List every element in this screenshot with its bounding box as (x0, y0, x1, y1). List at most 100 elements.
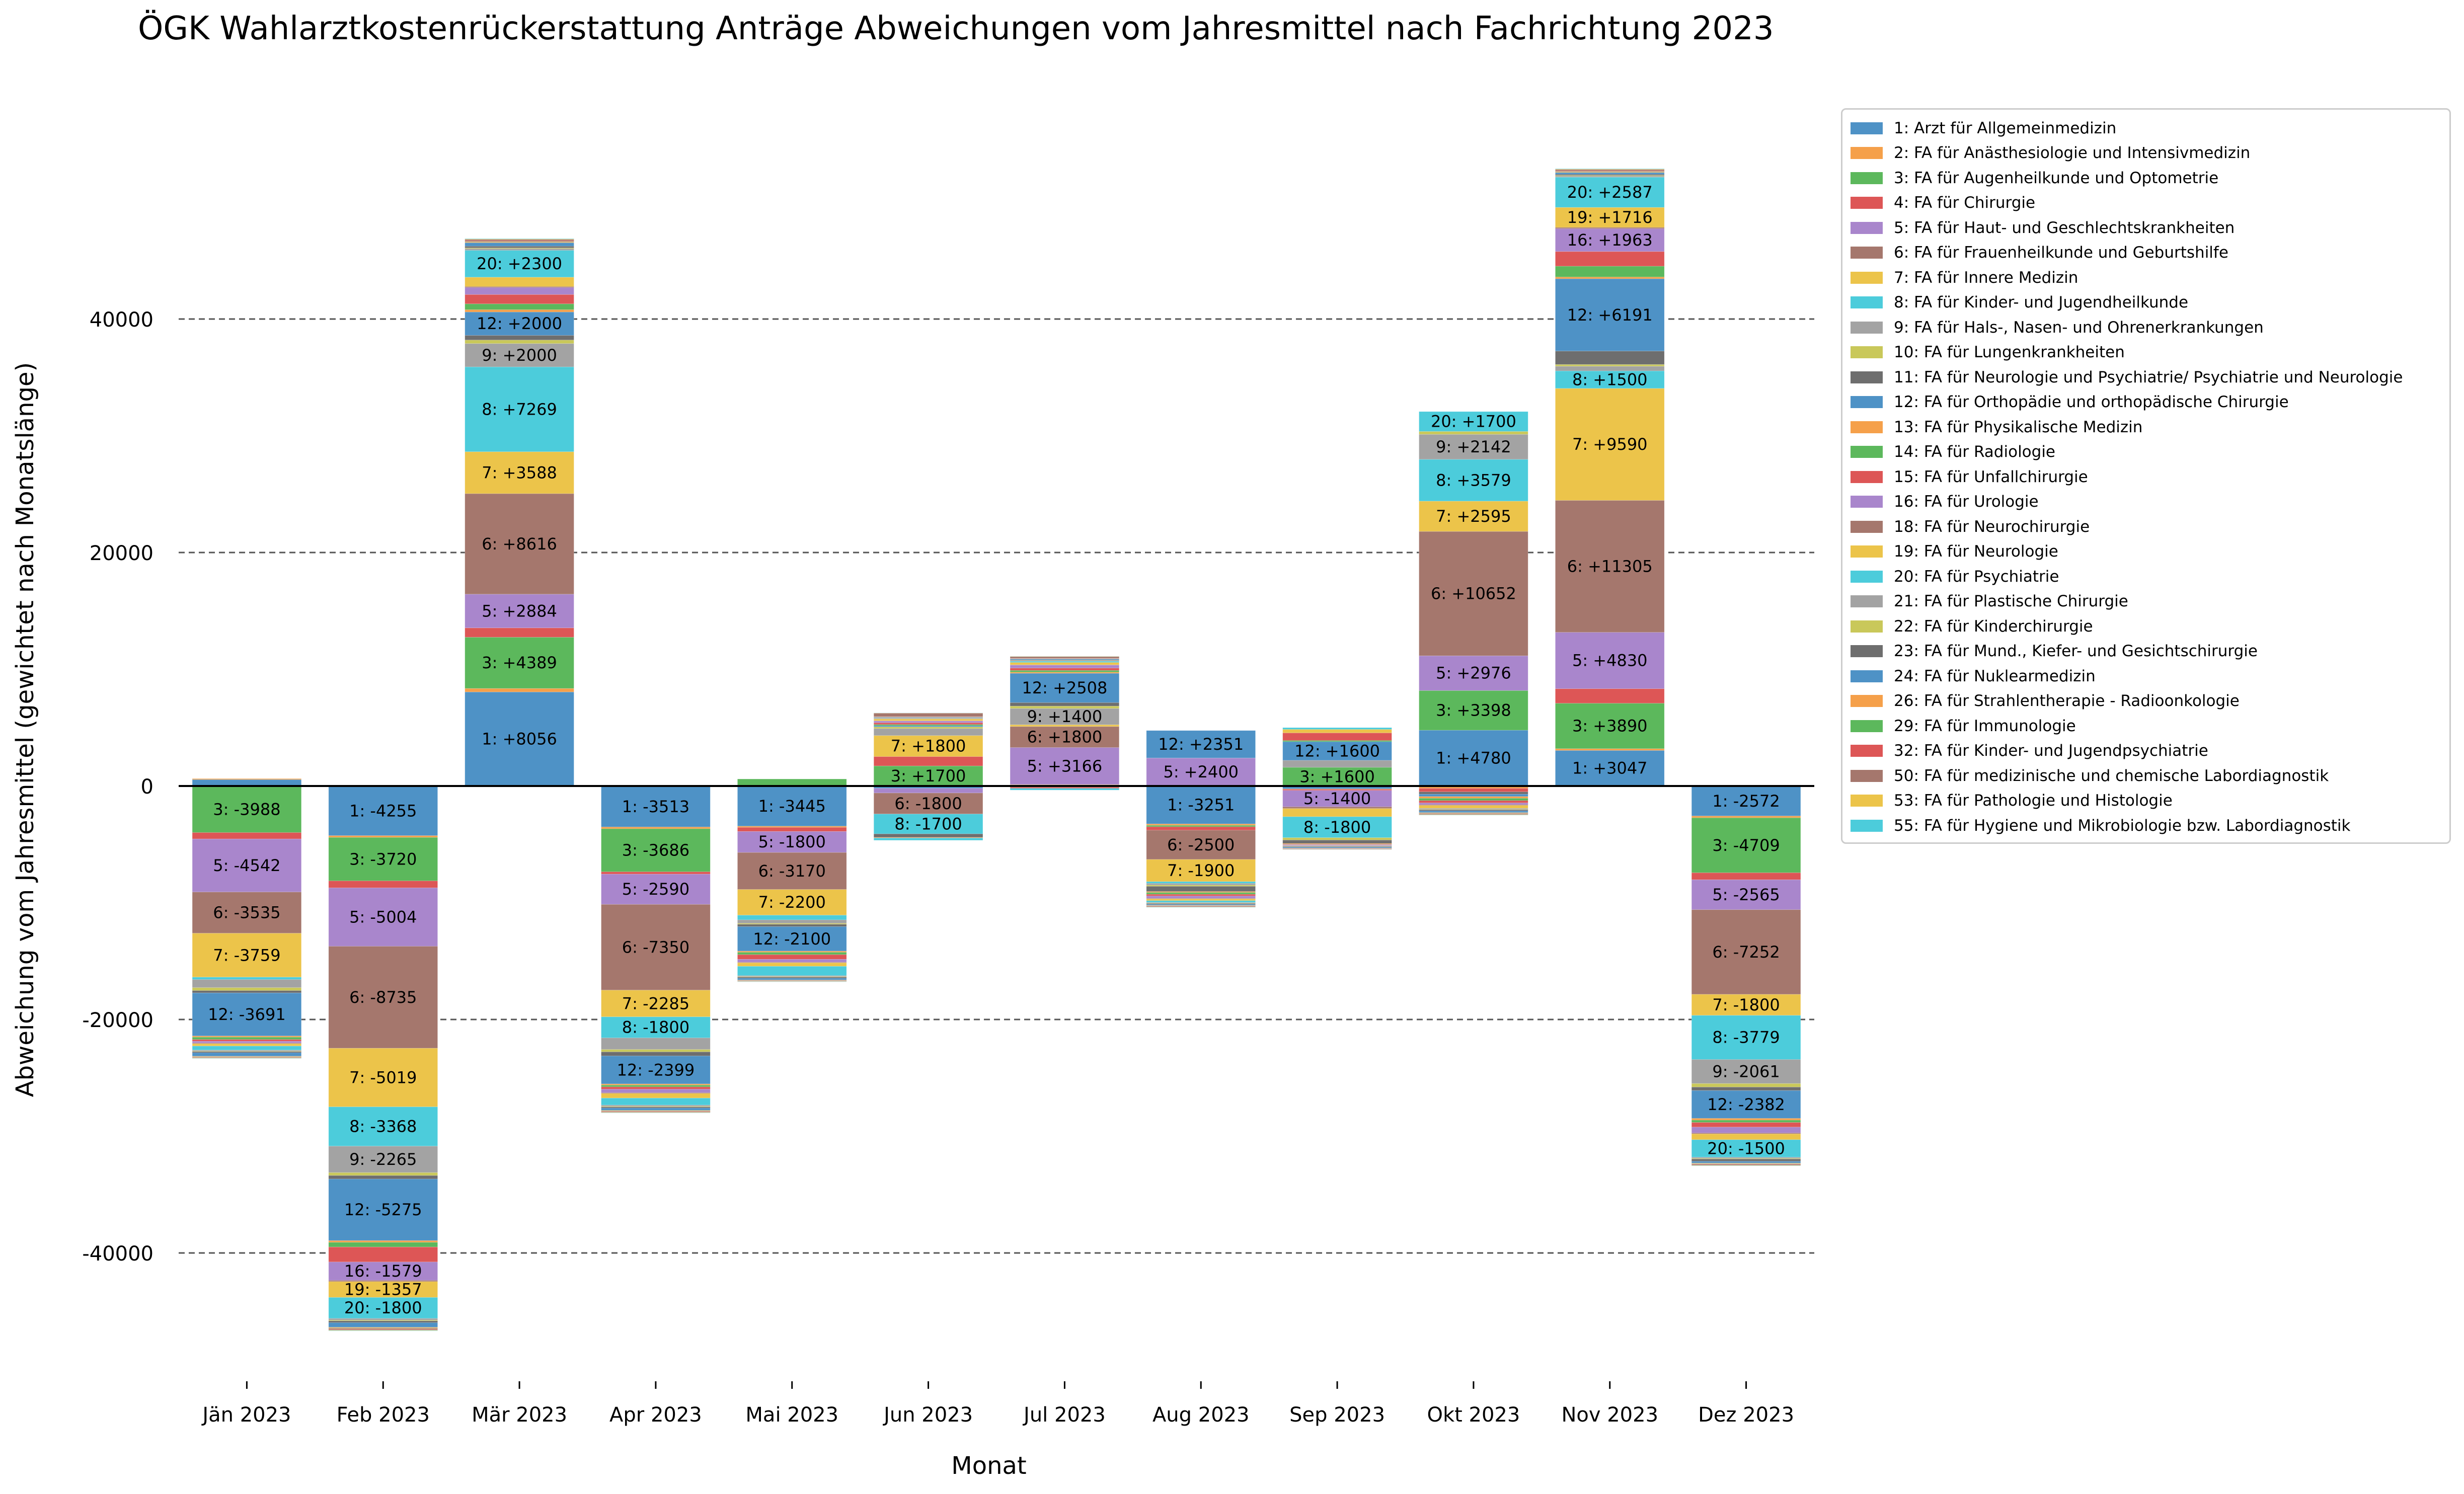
bar-segment (1146, 824, 1256, 826)
bar-segment (1691, 1059, 1801, 1084)
legend-item: 22: FA für Kinderchirurgie (1842, 614, 2449, 639)
legend-item: 6: FA für Frauenheilkunde und Geburtshil… (1842, 241, 2449, 266)
bar-segment (1555, 703, 1665, 749)
legend-item: 11: FA für Neurologie und Psychiatrie/ P… (1842, 365, 2449, 390)
bar-segment (328, 1240, 438, 1243)
bar-segment (873, 719, 983, 721)
bar-segment (192, 778, 302, 780)
bar-segment (192, 977, 302, 980)
legend-item: 55: FA für Hygiene und Mikrobiologie bzw… (1842, 813, 2449, 838)
bar-value-label: 1: +8056 (482, 730, 557, 749)
x-tick-label: Aug 2023 (1152, 1403, 1250, 1427)
bar-value-label: 8: -1800 (1303, 818, 1371, 837)
legend-item: 29: FA für Immunologie (1842, 714, 2449, 739)
legend-swatch (1851, 695, 1883, 707)
bar-segment (1282, 741, 1392, 761)
bar-segment (601, 1051, 711, 1056)
legend-label: 55: FA für Hygiene und Mikrobiologie bzw… (1894, 816, 2351, 835)
bar-segment (1146, 830, 1256, 860)
bar-segment (328, 1262, 438, 1281)
bar-segment (1691, 1083, 1801, 1087)
bar-value-label: 3: -3720 (349, 849, 417, 869)
bar-segment (737, 951, 847, 953)
bar-segment (737, 831, 847, 853)
bar-segment (1419, 805, 1528, 809)
bars (192, 168, 1801, 1331)
bar-segment (601, 1086, 711, 1089)
bar-value-label: 7: -2200 (758, 893, 826, 912)
bar-segment (192, 933, 302, 978)
bar-segment (737, 966, 847, 976)
bar-segment (1146, 883, 1256, 886)
x-tick-label: Jun 2023 (882, 1403, 973, 1427)
bar-value-label: 1: -3445 (758, 797, 826, 816)
bar-value-label: 1: +4780 (1436, 749, 1511, 768)
bar-segment (1010, 788, 1120, 791)
bar-segment (328, 1281, 438, 1298)
bar-value-label: 20: +2587 (1567, 183, 1653, 202)
legend-label: 20: FA für Psychiatrie (1894, 567, 2059, 586)
bar-value-label: 12: -2399 (617, 1060, 695, 1079)
bar-segment (1419, 798, 1528, 801)
legend-label: 4: FA für Chirurgie (1894, 194, 2036, 212)
bar-value-label: 8: +7269 (482, 400, 557, 419)
bar-segment (465, 246, 574, 249)
bar-value-label: 12: +2508 (1022, 678, 1107, 697)
bar-segment (873, 837, 983, 841)
bar-segment (1555, 266, 1665, 277)
bar-segment (1419, 690, 1528, 731)
bar-segment (1146, 826, 1256, 831)
bar-value-label: 5: -1800 (758, 832, 826, 851)
y-tick-label: 20000 (90, 542, 153, 565)
bar-segment (1555, 750, 1665, 787)
legend-label: 18: FA für Neurochirurgie (1894, 517, 2090, 536)
bar-segment (737, 889, 847, 916)
bar-value-label: 8: -3779 (1712, 1028, 1780, 1047)
legend-label: 6: FA für Frauenheilkunde und Geburtshil… (1894, 244, 2228, 262)
y-tick-label: 40000 (90, 308, 153, 332)
bar-segment (1282, 733, 1392, 741)
legend-item: 14: FA für Radiologie (1842, 440, 2449, 465)
bar-value-label: 6: +11305 (1567, 557, 1653, 576)
bar-value-label: 5: -5004 (349, 907, 417, 926)
bar-segment (873, 833, 983, 838)
bar-segment (192, 979, 302, 988)
legend-swatch (1851, 296, 1883, 309)
bar-value-labels: 3: -3988 5: -4542 6: -3535 7: -3759 12: -369… (208, 183, 1785, 1317)
bar-segment (328, 946, 438, 1049)
bar-segment (1010, 726, 1120, 748)
bar-segment (1010, 705, 1120, 709)
bar-value-label: 19: +1716 (1567, 208, 1653, 227)
legend-swatch (1851, 421, 1883, 433)
legend-swatch (1851, 496, 1883, 508)
bar-value-label: 7: -2285 (622, 994, 689, 1013)
legend-label: 7: FA für Innere Medizin (1894, 268, 2078, 287)
legend-swatch (1851, 147, 1883, 160)
bar-segment (737, 778, 847, 787)
bar-segment (1282, 816, 1392, 838)
legend-item: 13: FA für Physikalische Medizin (1842, 415, 2449, 440)
bar-value-label: 16: -1579 (344, 1262, 422, 1281)
bar-segment (601, 874, 711, 905)
bar-segment (465, 277, 574, 287)
bar-value-label: 3: -3686 (622, 841, 689, 860)
bar-value-label: 9: +2142 (1436, 437, 1511, 456)
bar-segment (873, 721, 983, 723)
bar-segment (328, 1178, 438, 1241)
bar-segment (1555, 370, 1665, 389)
bar-segment (737, 827, 847, 832)
bar-value-label: 7: +2595 (1436, 507, 1511, 526)
bar-segment (1419, 803, 1528, 805)
bar-value-label: 3: -3988 (213, 800, 280, 819)
legend-swatch (1851, 172, 1883, 184)
bar-value-label: 7: -1800 (1712, 995, 1780, 1014)
bar-segment (1010, 662, 1120, 665)
legend-item: 12: FA für Orthopädie und orthopädische … (1842, 390, 2449, 415)
bar-segment (1691, 1120, 1801, 1123)
bar-value-label: 1: -3513 (622, 797, 689, 816)
bar-segment (1555, 172, 1665, 175)
bar-value-label: 16: +1963 (1567, 230, 1653, 250)
bar-segment (465, 294, 574, 304)
bar-segment (737, 785, 847, 827)
